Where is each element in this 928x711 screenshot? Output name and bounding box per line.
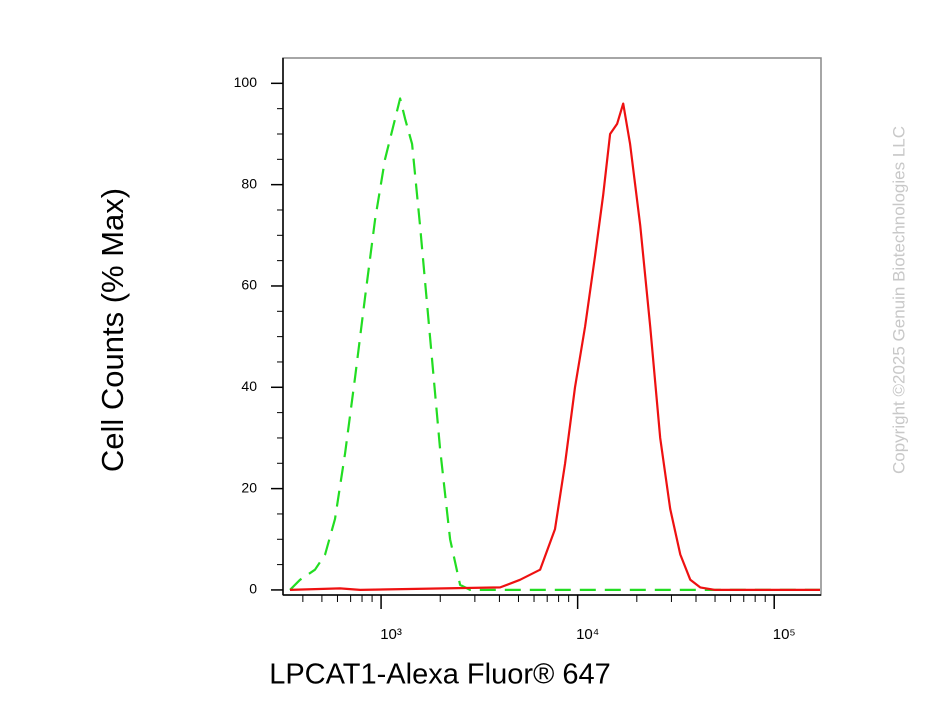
y-axis-title: Cell Counts (% Max) bbox=[95, 188, 130, 472]
y-tick-label: 100 bbox=[234, 74, 258, 90]
series-line bbox=[289, 102, 820, 591]
y-tick-label: 80 bbox=[241, 175, 257, 191]
series-line bbox=[289, 97, 820, 591]
y-tick-label: 60 bbox=[241, 277, 257, 293]
x-tick-label: 10⁴ bbox=[576, 626, 599, 643]
watermark: Copyright ©2025 Genuin Biotechnologies L… bbox=[889, 126, 908, 474]
x-axis-title: LPCAT1-Alexa Fluor® 647 bbox=[269, 659, 611, 691]
x-tick-label: 10³ bbox=[380, 626, 402, 643]
y-tick-label: 20 bbox=[241, 479, 257, 495]
x-tick-label: 10⁵ bbox=[773, 626, 796, 643]
y-tick-label: 0 bbox=[249, 581, 257, 597]
y-tick-label: 40 bbox=[241, 378, 257, 394]
